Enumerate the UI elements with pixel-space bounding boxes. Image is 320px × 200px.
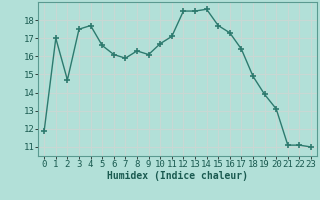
X-axis label: Humidex (Indice chaleur): Humidex (Indice chaleur) [107, 171, 248, 181]
